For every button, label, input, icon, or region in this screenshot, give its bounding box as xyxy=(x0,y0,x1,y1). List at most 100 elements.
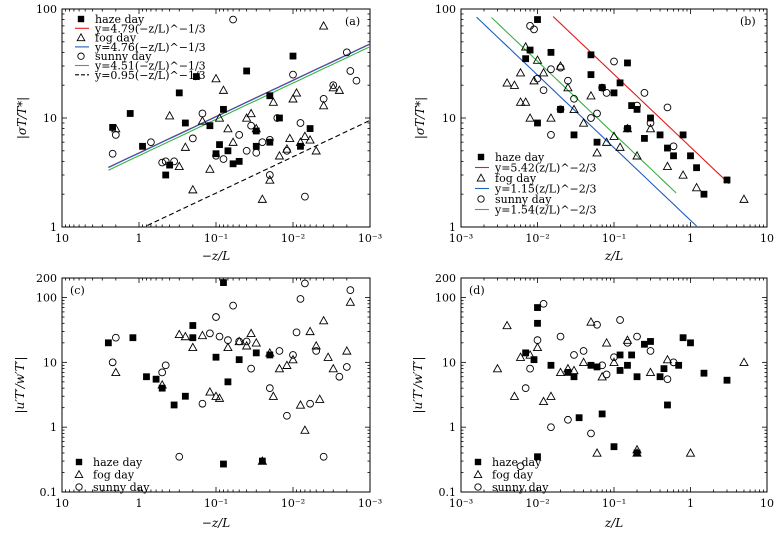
panel-b-point-fog-day xyxy=(529,75,539,85)
panel-b-point-sunny-day xyxy=(533,74,542,83)
panel-b-point-haze-day xyxy=(587,71,595,79)
panel-a-point-sunny-day xyxy=(265,171,274,179)
panel-a-point-fog-day xyxy=(211,73,221,83)
panel-a-point-sunny-day xyxy=(352,76,361,85)
panel-c-plot-area xyxy=(104,279,356,468)
panel-c-point-sunny-day xyxy=(108,358,117,367)
panel-c-point-haze-day xyxy=(212,353,220,361)
panel-d-point-haze-day xyxy=(587,361,595,369)
panel-d-point-haze-day xyxy=(575,414,583,422)
panel-d-point-haze-day xyxy=(593,363,601,371)
panel-a-point-sunny-day xyxy=(198,109,207,118)
panel-b-point-haze-day xyxy=(547,48,555,56)
panel-b-point-sunny-day xyxy=(669,142,678,151)
panel-d-point-haze-day xyxy=(641,340,648,348)
panel-d-point-haze-day xyxy=(616,367,624,374)
panel-c-point-fog-day xyxy=(318,315,329,325)
panel-a-point-haze-day xyxy=(126,110,134,117)
panel-b-point-haze-day xyxy=(687,152,694,160)
panel-a-point-haze-day xyxy=(297,142,304,150)
panel-c-point-fog-day xyxy=(188,342,198,352)
panel-c-point-haze-day xyxy=(220,460,227,468)
panel-d-point-haze-day xyxy=(610,443,618,451)
panel-d-point-haze-day xyxy=(723,376,731,384)
panel-a-point-haze-day xyxy=(224,147,232,155)
panel-a-point-haze-day xyxy=(276,114,283,122)
panel-c-point-fog-day xyxy=(241,340,252,350)
panel-b-point-sunny-day xyxy=(530,25,538,34)
panel-b-point-fog-day xyxy=(615,142,625,151)
panel-a-point-fog-day xyxy=(274,150,285,160)
panel-c-point-fog-day xyxy=(268,391,279,400)
panel-d-point-sunny-day xyxy=(564,415,572,424)
panel-a-point-fog-day xyxy=(311,145,321,155)
panel-d-point-fog-day xyxy=(546,391,556,400)
panel-a-fit-line-5 xyxy=(108,46,370,171)
panel-a-xtick-label: 10⁻¹ xyxy=(204,232,228,245)
panel-d-xtick-label: 10⁻¹ xyxy=(602,497,626,510)
panel-c-point-sunny-day xyxy=(242,337,251,346)
panel-c-point-haze-day xyxy=(252,349,260,357)
panel-b: (b) z/L |σT/T*| 10⁻³ 10⁻² 10⁻¹ 1 10 1 10 100 haz… xyxy=(413,3,774,263)
panel-c-point-fog-day xyxy=(328,363,339,373)
panel-a-xtick-label: 10⁻² xyxy=(281,232,305,245)
panel-c-point-sunny-day xyxy=(346,286,355,294)
panel-b-point-haze-day xyxy=(670,152,677,160)
panel-d-point-sunny-day xyxy=(616,316,624,324)
panel-a-point-fog-day xyxy=(318,100,329,110)
panel-b-point-haze-day xyxy=(679,131,687,139)
panel-d-point-haze-day xyxy=(647,338,654,345)
panel-a-point-sunny-day xyxy=(319,94,328,103)
panel-b-point-haze-day xyxy=(616,79,624,87)
panel-b-ytick-label: 100 xyxy=(435,3,456,16)
panel-c-xlabel: −z/L xyxy=(202,516,230,530)
panel-d-point-haze-day xyxy=(628,351,636,359)
panel-b-point-sunny-day xyxy=(602,89,611,97)
panel-a-point-haze-day xyxy=(212,150,220,158)
panel-a-point-haze-day xyxy=(235,157,243,165)
panel-c-point-haze-day xyxy=(181,392,189,400)
panel-a: (a) −z/L |σT/T*| 10 1 10⁻¹ 10⁻² 10⁻³110100ha… xyxy=(15,3,382,263)
panel-c-ytick-label: 10 xyxy=(43,356,57,369)
panel-c-point-haze-day xyxy=(170,401,178,409)
panel-c-point-haze-day xyxy=(189,322,197,329)
panel-a-point-sunny-day xyxy=(258,138,267,147)
panel-b-plot-area xyxy=(476,16,749,227)
panel-b-legend-marker xyxy=(477,195,485,203)
panel-d-point-sunny-day xyxy=(623,338,632,347)
panel-a-point-sunny-day xyxy=(247,121,255,130)
panel-a-legend-label: y=4.51(−z/L)^−1/3 xyxy=(94,60,206,73)
panel-c-point-fog-day xyxy=(174,329,185,339)
panel-c-point-sunny-day xyxy=(224,336,232,344)
panel-c-point-sunny-day xyxy=(265,384,274,392)
panel-a-point-haze-day xyxy=(252,142,260,150)
panel-d-point-haze-day xyxy=(660,365,668,373)
panel-b-point-fog-day xyxy=(515,97,526,106)
panel-b-point-fog-day xyxy=(515,67,526,77)
panel-b-tag: (b) xyxy=(740,15,756,28)
panel-d-point-haze-day xyxy=(547,361,555,369)
panel-d-legend-marker xyxy=(473,469,483,478)
panel-c-point-sunny-day xyxy=(247,364,255,373)
panel-a-point-haze-day xyxy=(252,127,260,135)
panel-d-point-haze-day xyxy=(564,368,572,376)
panel-b-point-fog-day xyxy=(678,170,688,179)
panel-d-point-sunny-day xyxy=(669,358,678,367)
panel-b-point-sunny-day xyxy=(564,76,572,85)
panel-a-point-fog-day xyxy=(265,175,275,184)
panel-d-ytick-label: 100 xyxy=(435,292,456,305)
panel-a-point-sunny-day xyxy=(170,157,178,166)
panel-b-legend-label: sunny day xyxy=(495,193,552,206)
panel-b-point-haze-day xyxy=(587,51,595,59)
panel-b-xtick-label: 10⁻³ xyxy=(449,232,473,245)
panel-c-point-haze-day xyxy=(189,334,197,342)
panel-d-legend-label: fog day xyxy=(492,469,534,482)
panel-d-point-haze-day xyxy=(679,334,687,342)
panel-b-point-fog-day xyxy=(586,90,596,100)
panel-b-fit-line-5 xyxy=(491,17,677,194)
panel-c-legend-label: sunny day xyxy=(93,481,150,494)
panel-a-point-fog-day xyxy=(257,194,268,203)
panel-c-point-fog-day xyxy=(282,360,292,369)
